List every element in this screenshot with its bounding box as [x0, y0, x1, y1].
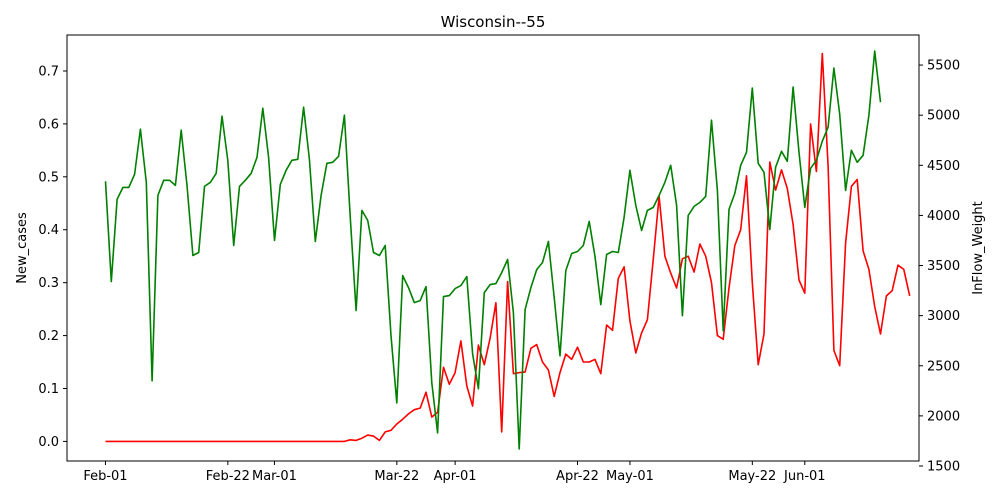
x-tick-label: Feb-01	[83, 469, 127, 484]
x-tick-label: May-01	[606, 469, 654, 484]
right-y-tick-label: 2000	[927, 409, 960, 424]
left-y-tick-label: 0.4	[38, 223, 59, 238]
right-y-tick-label: 5500	[927, 59, 960, 74]
right-y-axis: 1500 2000 2500 3000 3500 4000 4500 5000 5500	[919, 59, 960, 475]
x-tick-label: Apr-01	[434, 469, 477, 484]
right-y-tick-label: 5000	[927, 109, 960, 124]
left-y-tick-label: 0.5	[38, 170, 59, 185]
x-tick-label: May-22	[728, 469, 776, 484]
left-y-tick-label: 0.6	[38, 117, 59, 132]
x-tick-label: Mar-01	[252, 469, 297, 484]
right-y-axis-title: InFlow_Weight	[971, 201, 986, 295]
right-y-tick-label: 4000	[927, 209, 960, 224]
series-line-inflow-weight	[104, 50, 882, 450]
x-tick-label: Jun-01	[783, 469, 826, 484]
left-y-axis-title: New_cases	[15, 212, 30, 284]
right-y-tick-label: 4500	[927, 159, 960, 174]
left-y-tick-label: 0.3	[38, 276, 59, 291]
right-y-tick-label: 3000	[927, 309, 960, 324]
x-tick-label: Apr-22	[556, 469, 599, 484]
plot-frame	[66, 34, 920, 462]
x-axis: Feb-01 Feb-22 Mar-01 Mar-22 Apr-01 Apr-22 May-…	[83, 461, 826, 484]
right-y-tick-label: 2500	[927, 359, 960, 374]
chart-title: Wisconsin--55	[441, 13, 546, 31]
x-tick-label: Feb-22	[206, 469, 250, 484]
right-y-tick-label: 1500	[927, 460, 960, 475]
left-y-tick-label: 0.7	[38, 64, 59, 79]
left-y-tick-label: 0.2	[38, 329, 59, 344]
left-y-tick-label: 0.1	[38, 382, 59, 397]
left-y-tick-label: 0.0	[38, 435, 59, 450]
left-y-axis: 0.0 0.1 0.2 0.3 0.4 0.5 0.6 0.7	[38, 64, 67, 450]
series-line-new-cases	[105, 52, 911, 443]
series-layer	[104, 50, 911, 450]
right-y-tick-label: 3500	[927, 259, 960, 274]
x-tick-label: Mar-22	[374, 469, 419, 484]
